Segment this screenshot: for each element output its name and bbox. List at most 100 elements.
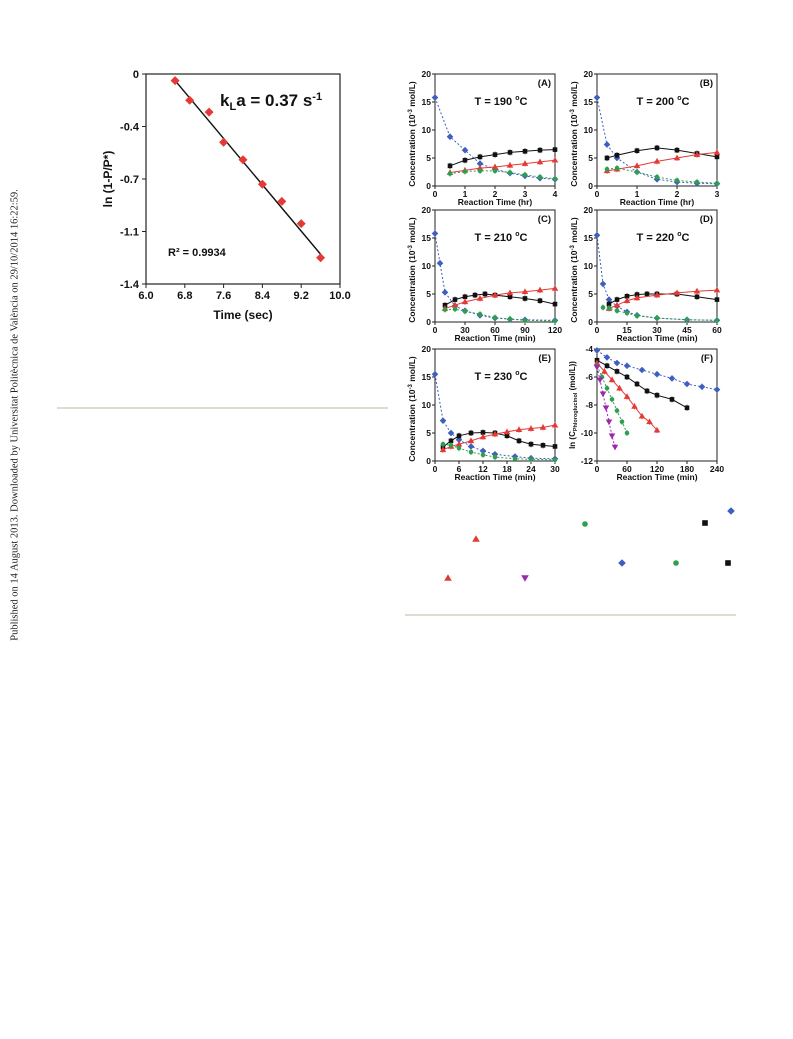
panel-label: (B) bbox=[700, 78, 713, 89]
data-point bbox=[441, 289, 449, 296]
data-point bbox=[477, 311, 483, 317]
data-point bbox=[684, 317, 690, 323]
data-point bbox=[452, 297, 458, 302]
y-tick-label: -10 bbox=[581, 428, 594, 438]
x-tick-label: 2 bbox=[493, 189, 498, 199]
data-point bbox=[669, 397, 675, 402]
data-point bbox=[654, 174, 660, 180]
x-axis-label: Time (sec) bbox=[213, 308, 272, 322]
legend-marker-circle bbox=[672, 554, 680, 566]
data-point bbox=[614, 152, 620, 158]
panel-label: (E) bbox=[538, 353, 551, 364]
data-point bbox=[462, 309, 468, 314]
data-point bbox=[604, 363, 610, 369]
legend-marker-svg bbox=[521, 575, 529, 582]
data-point bbox=[468, 430, 474, 436]
x-tick-label: 0 bbox=[433, 189, 438, 199]
legend-marker-shape bbox=[673, 560, 679, 566]
data-point bbox=[683, 380, 691, 388]
data-point bbox=[714, 154, 720, 160]
data-point bbox=[606, 305, 612, 311]
temperature-label: T = 230 oC bbox=[475, 370, 528, 383]
data-point bbox=[653, 158, 661, 164]
data-point bbox=[467, 443, 475, 450]
x-tick-label: 6.0 bbox=[138, 290, 153, 302]
x-axis-label: Reaction Time (min) bbox=[454, 472, 535, 482]
data-point bbox=[603, 141, 611, 148]
x-tick-label: 30 bbox=[460, 325, 470, 335]
legend-marker-triangle-down bbox=[521, 569, 529, 582]
data-point bbox=[431, 94, 439, 101]
legend-marker-shape bbox=[472, 535, 480, 542]
series-line bbox=[444, 308, 556, 322]
data-point bbox=[653, 370, 661, 378]
data-point bbox=[593, 94, 601, 101]
x-axis-label: Reaction Time (min) bbox=[454, 333, 535, 343]
data-point bbox=[684, 405, 690, 411]
data-point bbox=[456, 445, 462, 451]
y-tick-label: 5 bbox=[588, 153, 593, 163]
x-tick-label: 0 bbox=[595, 189, 600, 199]
data-point bbox=[482, 291, 488, 297]
legend-marker-diamond bbox=[727, 502, 735, 515]
legend-marker-triangle bbox=[444, 569, 452, 581]
series-line bbox=[606, 151, 718, 172]
fit-line bbox=[174, 80, 322, 255]
series-line bbox=[449, 159, 556, 174]
data-point bbox=[614, 408, 620, 413]
data-point bbox=[522, 148, 528, 154]
data-point bbox=[624, 310, 630, 316]
temperature-label: T = 200 oC bbox=[637, 95, 690, 108]
data-point bbox=[447, 171, 453, 176]
legend-marker-shape bbox=[444, 574, 452, 581]
data-point bbox=[440, 441, 446, 447]
data-point bbox=[539, 424, 547, 430]
data-point bbox=[468, 449, 474, 455]
data-point bbox=[693, 151, 701, 157]
series-line bbox=[434, 374, 556, 460]
data-point bbox=[442, 307, 448, 312]
data-point bbox=[521, 288, 529, 295]
data-point bbox=[614, 297, 620, 302]
y-axis-label: Concentration (10-3 mol/L) bbox=[569, 81, 579, 187]
divider-right bbox=[405, 614, 736, 616]
data-point bbox=[714, 297, 720, 302]
legend-marker-svg bbox=[618, 559, 626, 567]
data-point bbox=[608, 376, 616, 383]
x-axis-label: Reaction Time (hr) bbox=[458, 197, 533, 207]
series-line bbox=[449, 170, 556, 180]
x-tick-label: 3 bbox=[523, 189, 528, 199]
data-point bbox=[492, 152, 498, 157]
data-point bbox=[714, 180, 720, 186]
x-tick-label: 30 bbox=[550, 464, 560, 474]
x-tick-label: 60 bbox=[622, 464, 632, 474]
x-tick-label: 0 bbox=[595, 464, 600, 474]
data-point bbox=[604, 155, 610, 161]
data-point bbox=[461, 298, 469, 305]
publication-note-text: Published on 14 August 2013. Downloaded … bbox=[9, 189, 21, 641]
data-point bbox=[479, 433, 487, 440]
legend-marker-shape bbox=[521, 575, 529, 582]
data-point bbox=[694, 179, 700, 185]
legend-marker-shape bbox=[618, 559, 626, 567]
data-point bbox=[693, 287, 701, 294]
y-tick-label: 5 bbox=[426, 153, 431, 163]
y-tick-label: 20 bbox=[584, 205, 594, 215]
data-point bbox=[439, 446, 447, 453]
y-tick-label: 10 bbox=[422, 400, 432, 410]
panel-label: (A) bbox=[538, 78, 551, 89]
data-point bbox=[528, 441, 534, 447]
y-tick-label: 5 bbox=[588, 289, 593, 299]
data-point bbox=[552, 147, 558, 152]
data-point bbox=[614, 369, 620, 374]
data-point bbox=[507, 170, 513, 175]
legend-marker-svg bbox=[582, 521, 588, 527]
data-point bbox=[613, 359, 621, 367]
y-tick-label: 5 bbox=[426, 428, 431, 438]
data-point bbox=[439, 417, 447, 424]
x-tick-label: 30 bbox=[652, 325, 662, 335]
data-point bbox=[633, 162, 641, 169]
data-point bbox=[238, 155, 248, 165]
data-point bbox=[668, 375, 676, 382]
data-point bbox=[596, 377, 604, 384]
